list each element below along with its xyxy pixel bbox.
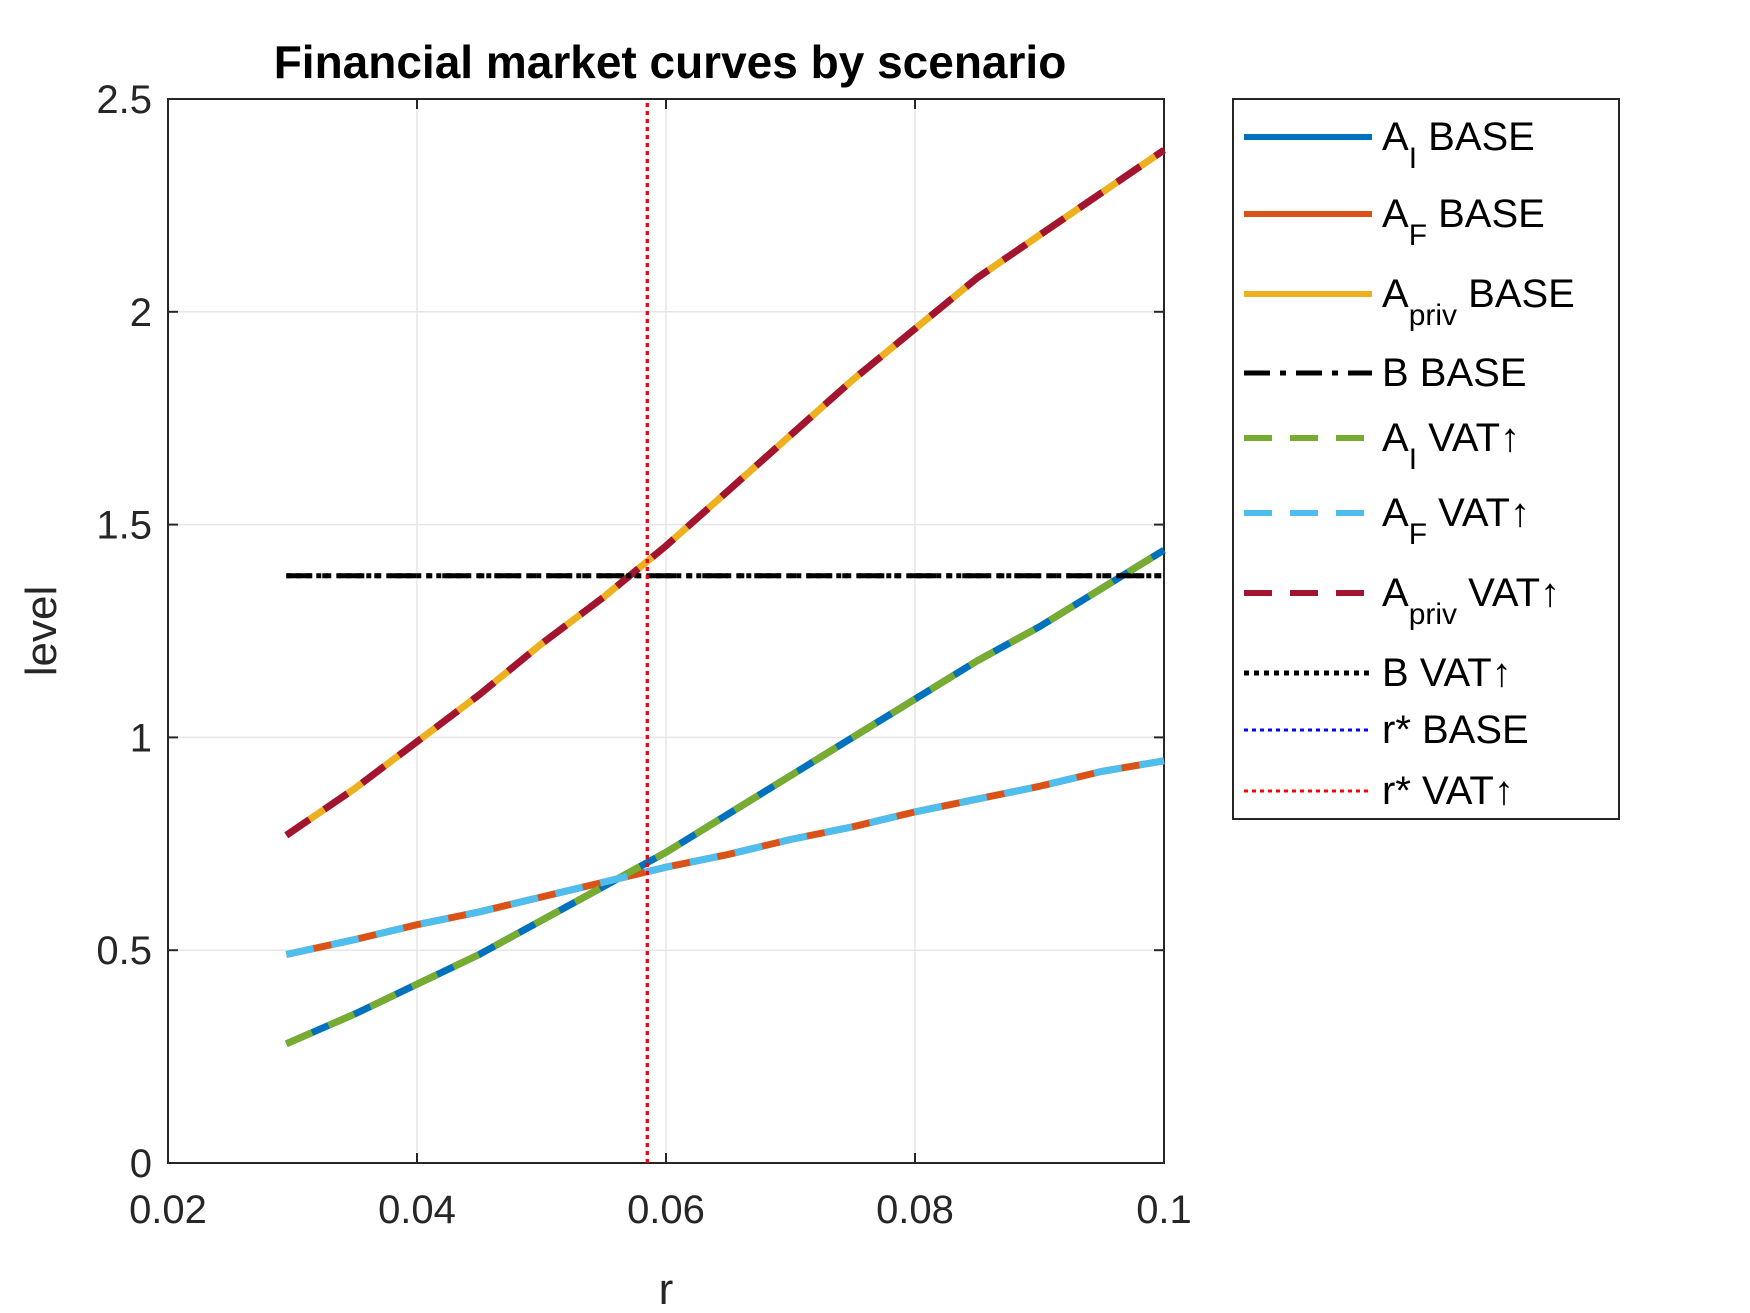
series-line-af_vat <box>285 757 1165 958</box>
legend-label-af_vat: AF VAT↑ <box>1382 491 1530 551</box>
x-tick-label: 0.06 <box>627 1188 705 1232</box>
y-tick-label: 0.5 <box>96 929 152 973</box>
legend-box <box>1232 98 1620 820</box>
y-tick-label: 1 <box>130 716 152 760</box>
y-axis-title: level <box>17 586 66 677</box>
series-line-ai_vat <box>284 547 1166 1048</box>
legend-label-b_vat: B VAT↑ <box>1382 651 1512 695</box>
series-line-apriv_vat <box>284 147 1166 839</box>
legend-label-apriv_vat: Apriv VAT↑ <box>1382 571 1560 631</box>
legend-label-apriv_base: Apriv BASE <box>1382 272 1575 332</box>
legend-label-ai_vat: AI VAT↑ <box>1382 416 1520 476</box>
series-layer <box>284 99 1166 1163</box>
legend-label-rstar_base: r* BASE <box>1382 708 1529 752</box>
y-tick-label: 2.5 <box>96 78 152 122</box>
legend-label-rstar_vat: r* VAT↑ <box>1382 769 1514 813</box>
x-tick-label: 0.1 <box>1136 1188 1192 1232</box>
x-tick-label: 0.02 <box>129 1188 207 1232</box>
axis-ticks: 0.02 0.04 0.06 0.08 0.1 0 0.5 1 1.5 2 2.5 <box>96 78 1191 1232</box>
legend-label-ai_base: AI BASE <box>1382 115 1535 175</box>
chart-title: Financial market curves by scenario <box>274 36 1067 88</box>
x-tick-label: 0.04 <box>378 1188 456 1232</box>
legend: AI BASE AF BASE Apriv BASE B BASE AI VAT↑ AF … <box>1232 98 1620 820</box>
y-tick-label: 0 <box>130 1142 152 1186</box>
y-tick-label: 1.5 <box>96 504 152 548</box>
y-tick-label: 2 <box>130 291 152 335</box>
legend-label-af_base: AF BASE <box>1382 192 1545 252</box>
x-axis-title: r <box>659 1265 674 1313</box>
x-tick-label: 0.08 <box>876 1188 954 1232</box>
legend-label-b_base: B BASE <box>1382 351 1527 395</box>
